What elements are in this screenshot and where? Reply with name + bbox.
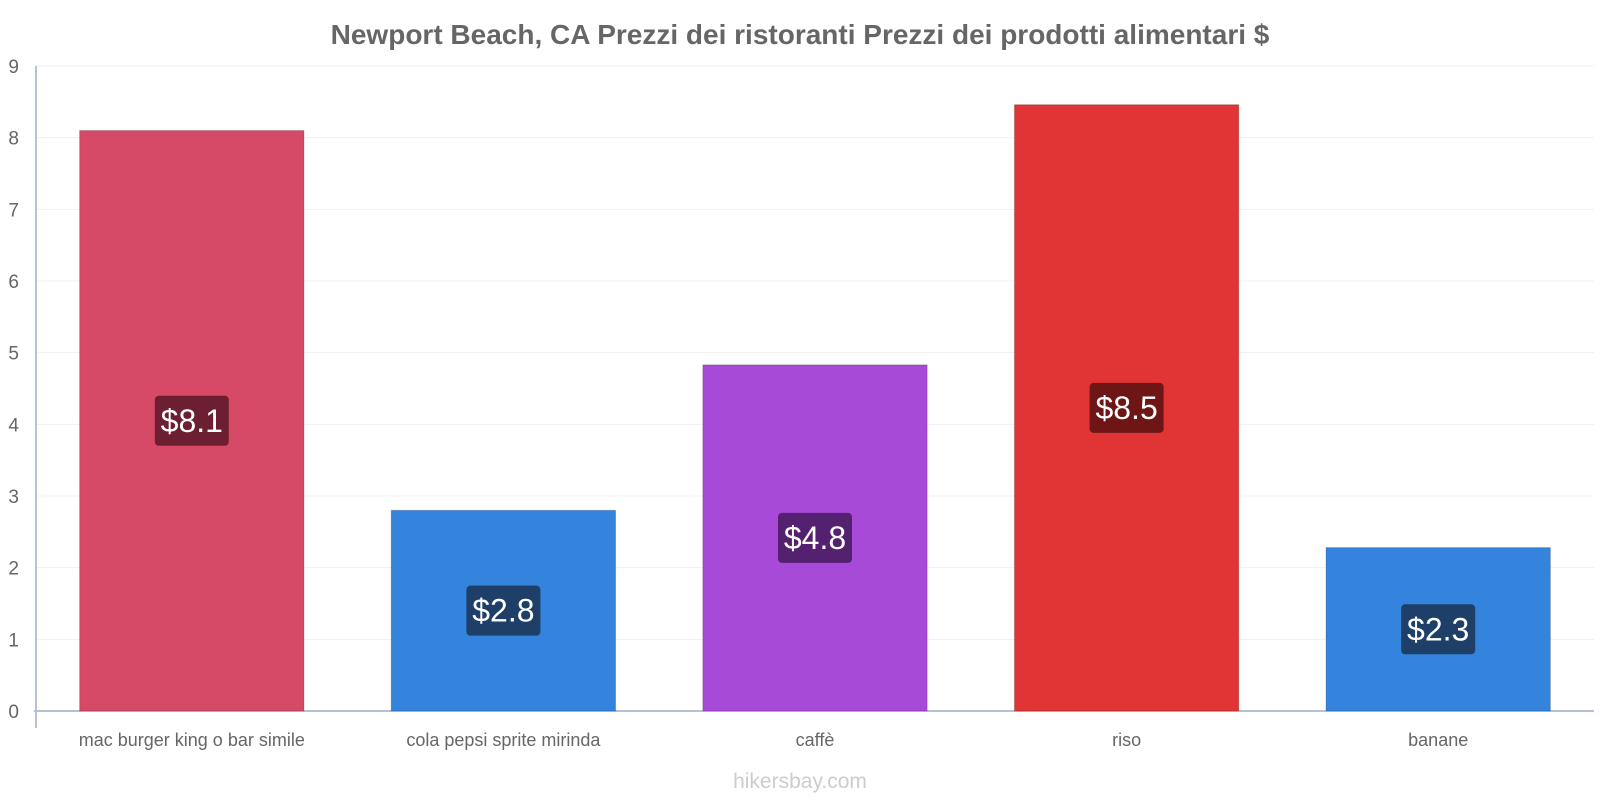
bars	[79, 104, 1551, 712]
x-category-label-3: caffè	[796, 730, 835, 750]
y-tick-label-9: 9	[8, 57, 19, 78]
value-label-4: $8.5	[1095, 390, 1157, 426]
value-label-box-4	[1089, 382, 1164, 433]
y-tick-label-6: 6	[8, 272, 19, 293]
chart-title: Newport Beach, CA Prezzi dei ristoranti …	[331, 19, 1270, 50]
y-tick-label-2: 2	[8, 559, 19, 580]
watermark: hikersbay.com	[733, 770, 867, 793]
value-label-3: $4.8	[784, 520, 846, 556]
value-label-5: $2.3	[1407, 611, 1469, 647]
value-label-1: $8.1	[161, 403, 223, 439]
y-tick-label-1: 1	[8, 630, 19, 651]
value-label-box-2	[466, 585, 541, 636]
y-tick-label-5: 5	[8, 344, 19, 365]
x-category-label-4: riso	[1112, 730, 1141, 750]
value-label-box-1	[154, 395, 229, 446]
value-label-box-5	[1401, 604, 1476, 655]
y-tick-label-8: 8	[8, 129, 19, 150]
x-category-label-2: cola pepsi sprite mirinda	[406, 730, 601, 750]
y-tick-label-0: 0	[8, 702, 19, 723]
x-category-label-5: banane	[1408, 730, 1468, 750]
y-tick-label-3: 3	[8, 487, 19, 508]
value-label-box-3	[778, 512, 852, 563]
y-tick-label-7: 7	[8, 200, 19, 221]
value-label-2: $2.8	[472, 593, 534, 629]
y-tick-label-4: 4	[8, 415, 19, 436]
x-category-label-1: mac burger king o bar simile	[79, 730, 305, 750]
value-labels: mac burger king o bar simile $8.1 cola pep…	[79, 382, 1476, 750]
